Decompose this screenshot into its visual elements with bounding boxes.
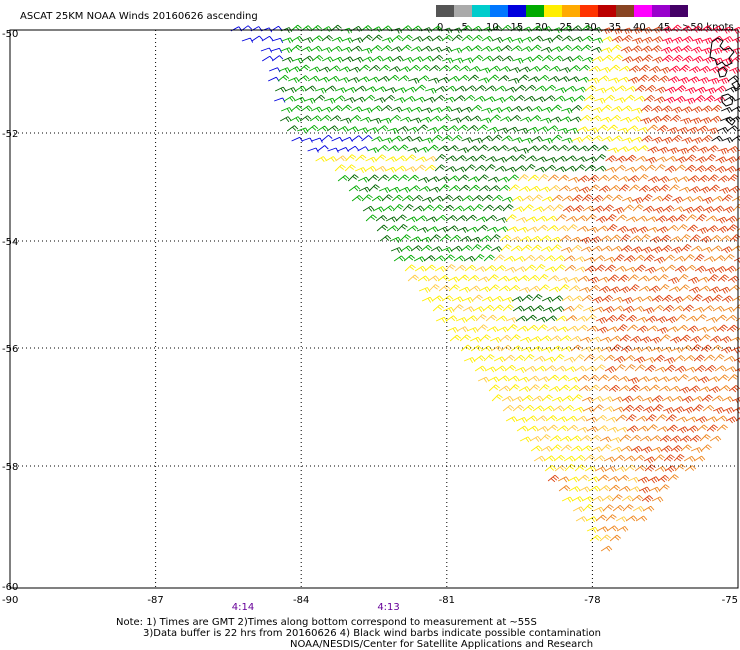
note-line-3: NOAA/NESDIS/Center for Satellite Applica… — [290, 639, 593, 650]
legend-swatch — [526, 5, 544, 17]
barb-row — [268, 74, 740, 85]
legend-swatch — [634, 5, 652, 17]
legend-swatch — [652, 5, 670, 17]
barb-row — [379, 234, 740, 244]
barb-row — [474, 364, 740, 374]
legend-label: 45 — [658, 22, 671, 33]
legend-swatch — [544, 5, 562, 17]
barb-row — [505, 414, 740, 424]
lat-tick-label: -56 — [2, 344, 18, 355]
barb-row — [460, 344, 740, 354]
barb-row — [407, 274, 740, 285]
legend-swatch — [580, 5, 598, 17]
barb-row — [261, 54, 740, 65]
barb-row — [393, 254, 740, 264]
lat-tick-label: -60 — [2, 582, 18, 593]
barb-row — [351, 194, 740, 204]
map-title: ASCAT 25KM NOAA Winds 20160626 ascending — [20, 11, 258, 22]
barb-row — [600, 545, 613, 552]
legend-swatch — [598, 5, 616, 17]
legend-label: 5 — [462, 22, 468, 33]
lon-tick-label: -87 — [147, 595, 163, 606]
barb-row — [516, 424, 728, 434]
barb-row — [241, 34, 740, 45]
barb-row — [575, 514, 648, 523]
legend-label: >50 knots — [682, 22, 734, 33]
legend-label: 40 — [633, 22, 646, 33]
legend-swatch — [508, 5, 526, 17]
barb-row — [446, 324, 740, 334]
barb-row — [279, 114, 740, 125]
barb-row — [307, 144, 740, 155]
barb-row — [260, 44, 740, 55]
barb-row — [291, 134, 740, 144]
barb-row — [547, 474, 679, 484]
time-marks: 4:14 4:13 — [232, 602, 400, 613]
barb-row — [390, 244, 740, 254]
barb-row — [561, 494, 664, 503]
barb-row — [281, 104, 740, 114]
barb-row — [586, 525, 629, 533]
legend-swatch — [454, 5, 472, 17]
barb-row — [334, 164, 740, 174]
time-mark: 4:13 — [377, 602, 399, 613]
barb-row — [502, 404, 740, 414]
lon-tick-label: -75 — [722, 595, 738, 606]
legend-swatch — [490, 5, 508, 17]
barb-row — [269, 64, 740, 74]
legend-label: 35 — [609, 22, 622, 33]
barb-row — [572, 504, 655, 513]
barb-row — [519, 434, 722, 444]
lon-tick-label: -78 — [584, 595, 600, 606]
axis-labels: -90 -87 -84 -81 -78 -75 -50 -52 -54 -56 -58 -60 — [2, 29, 738, 606]
barb-row — [432, 304, 740, 314]
barb-row — [275, 84, 740, 95]
note-line-2: 3)Data buffer is 22 hrs from 20160626 4)… — [143, 628, 601, 639]
legend-label: 10 — [486, 22, 499, 33]
barb-row — [274, 94, 740, 105]
barb-row — [589, 534, 621, 542]
legend-swatch — [616, 5, 634, 17]
barb-row — [544, 464, 697, 473]
legend-swatch — [472, 5, 490, 17]
map-frame — [9, 29, 739, 589]
legend-label: 20 — [535, 22, 548, 33]
lon-tick-label: -81 — [439, 595, 455, 606]
barb-row — [337, 174, 739, 184]
barb-row — [362, 204, 740, 214]
barb-row — [418, 284, 740, 294]
barb-row — [376, 224, 740, 235]
barb-row — [449, 334, 740, 344]
note-line-1: Note: 1) Times are GMT 2)Times along bot… — [116, 617, 537, 628]
barb-row — [404, 264, 740, 274]
barb-row — [491, 394, 740, 404]
lat-tick-label: -52 — [2, 129, 18, 140]
time-mark: 4:14 — [232, 602, 254, 613]
barb-row — [477, 374, 739, 385]
legend-swatch — [562, 5, 580, 17]
lat-tick-label: -50 — [2, 29, 18, 40]
legend-swatch — [670, 5, 688, 17]
lat-lon-grid — [10, 30, 738, 588]
barb-row — [365, 214, 740, 224]
barb-row — [558, 484, 670, 494]
barb-row — [530, 444, 712, 454]
barb-row — [286, 124, 740, 135]
legend-swatch — [436, 5, 454, 17]
lon-tick-label: -84 — [293, 595, 309, 606]
barb-row — [488, 384, 740, 394]
coastline — [709, 37, 740, 126]
lat-tick-label: -58 — [2, 462, 18, 473]
lat-tick-label: -54 — [2, 237, 18, 248]
barb-row — [348, 184, 740, 194]
barb-row — [421, 294, 740, 304]
barb-row — [533, 454, 706, 464]
lon-tick-label: -90 — [2, 595, 18, 606]
barb-row — [315, 154, 740, 164]
barb-row — [463, 354, 740, 364]
barb-row — [435, 314, 740, 324]
wind-barbs — [230, 24, 740, 552]
